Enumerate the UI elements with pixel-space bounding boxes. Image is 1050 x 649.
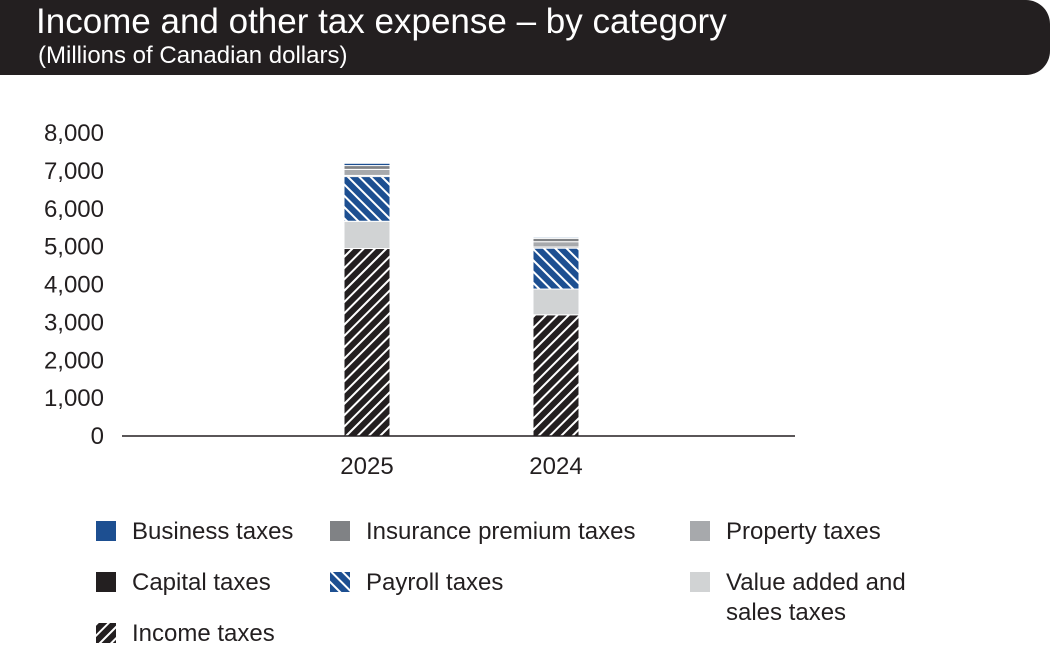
legend-label: Insurance premium taxes [366,518,636,545]
bar-segment-property-2024 [532,241,580,248]
legend-swatch-business [96,521,116,541]
bar-segment-property-2025 [343,168,391,176]
legend-label: Income taxes [132,620,275,647]
bar-segment-value_added-2024 [532,288,580,316]
legend-swatch-payroll [330,572,350,592]
y-tick-label: 8,000 [44,120,104,147]
y-tick-label: 3,000 [44,309,104,336]
legend-label: Capital taxes [132,569,271,596]
bar-segment-value_added-2025 [343,220,391,250]
bar-segment-insurance-2024 [532,237,580,243]
legend-swatch-property [690,521,710,541]
legend-label: Property taxes [726,518,881,545]
legend-swatch-income [96,623,116,643]
legend-label: Business taxes [132,518,294,545]
x-category-label: 2024 [529,453,582,480]
y-tick-label: 1,000 [44,385,104,412]
chart-subtitle: (Millions of Canadian dollars) [38,42,348,69]
legend-label: Payroll taxes [366,569,504,596]
legend-label: Value added and sales taxes [726,569,906,626]
bar-segment-business-2024 [532,236,580,239]
bar-segment-payroll-2024 [532,247,580,290]
bar-segment-payroll-2025 [343,176,391,222]
bar-segment-insurance-2025 [343,165,391,170]
y-tick-label: 6,000 [44,196,104,223]
y-tick-label: 7,000 [44,158,104,185]
legend-swatch-capital [96,572,116,592]
bar-segment-income-2025 [343,248,391,437]
legend-swatch-insurance [330,521,350,541]
x-category-label: 2025 [340,453,393,480]
bars [343,162,580,437]
y-tick-label: 5,000 [44,234,104,261]
y-tick-label: 0 [91,423,104,450]
y-axis-ticks: 0 1,000 2,000 3,000 4,000 5,000 6,000 7,000 8,00… [44,120,104,450]
title-banner: Income and other tax expense – by catego… [0,0,1050,75]
chart-title: Income and other tax expense – by catego… [36,2,727,41]
bar-segment-income-2024 [532,314,580,437]
y-tick-label: 4,000 [44,272,104,299]
y-tick-label: 2,000 [44,347,104,374]
legend-swatch-value_added [690,572,710,592]
bar-segment-business-2025 [343,162,391,167]
x-axis-categories: 2025 2024 [340,453,582,480]
